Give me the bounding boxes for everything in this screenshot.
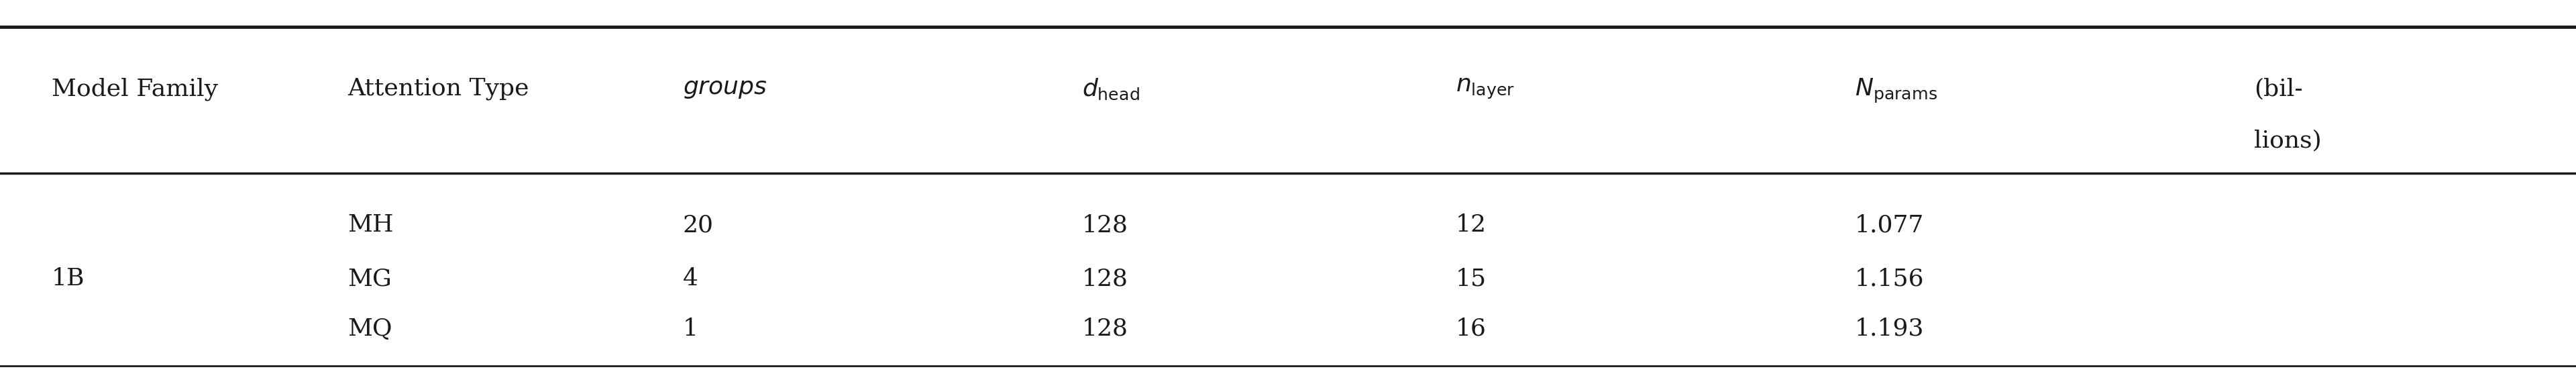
- Text: $d_{\mathrm{head}}$: $d_{\mathrm{head}}$: [1082, 77, 1139, 102]
- Text: 4: 4: [683, 267, 698, 290]
- Text: 16: 16: [1455, 318, 1486, 340]
- Text: 128: 128: [1082, 267, 1128, 290]
- Text: 15: 15: [1455, 267, 1486, 290]
- Text: 1B: 1B: [52, 267, 85, 290]
- Text: 12: 12: [1455, 213, 1486, 236]
- Text: 128: 128: [1082, 213, 1128, 236]
- Text: lions): lions): [2254, 129, 2321, 152]
- Text: Model Family: Model Family: [52, 77, 219, 100]
- Text: $N_{\mathrm{params}}$: $N_{\mathrm{params}}$: [1855, 77, 1937, 105]
- Text: MH: MH: [348, 213, 394, 236]
- Text: 128: 128: [1082, 318, 1128, 340]
- Text: $\mathit{groups}$: $\mathit{groups}$: [683, 77, 768, 100]
- Text: 1: 1: [683, 318, 698, 340]
- Text: Attention Type: Attention Type: [348, 77, 528, 100]
- Text: MG: MG: [348, 267, 392, 290]
- Text: MQ: MQ: [348, 318, 392, 340]
- Text: 1.193: 1.193: [1855, 318, 1924, 340]
- Text: 20: 20: [683, 213, 714, 236]
- Text: 1.156: 1.156: [1855, 267, 1924, 290]
- Text: $n_{\mathrm{layer}}$: $n_{\mathrm{layer}}$: [1455, 77, 1515, 101]
- Text: 1.077: 1.077: [1855, 213, 1924, 236]
- Text: (bil-: (bil-: [2254, 77, 2303, 100]
